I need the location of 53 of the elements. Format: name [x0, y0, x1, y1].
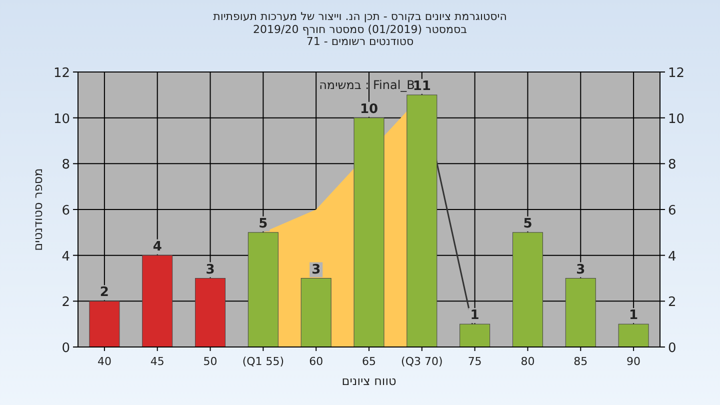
data-label: 3	[312, 262, 321, 278]
x-tick-label: 60	[309, 355, 324, 368]
x-axis-title: טווח ציונים	[342, 374, 396, 388]
text: סטודנטים רשומים - 71	[306, 35, 414, 48]
bar	[195, 278, 226, 348]
x-tick-label: 50	[203, 355, 218, 368]
data-label: 11	[412, 78, 431, 94]
y2-tick-label: 6	[668, 204, 676, 218]
y2-tick-label: 4	[668, 249, 676, 264]
data-label: 5	[258, 216, 268, 232]
bar	[354, 118, 384, 348]
data-label: 5	[523, 216, 532, 232]
bar	[89, 300, 120, 348]
bar	[565, 278, 596, 348]
y-tick-label: 4	[62, 249, 70, 264]
x-tick-label: 90	[626, 355, 641, 368]
data-label: 3	[576, 262, 586, 278]
data-label: 4	[152, 239, 162, 254]
chart-title: היסטוגרמת ציונים בקורס - תכן הנ. וייצור של מערכות תעופתיות	[213, 10, 507, 23]
bar	[300, 278, 332, 348]
bar	[142, 255, 173, 348]
x-tick-label: (Q3 70)	[401, 355, 443, 368]
y-tick-label: 0	[62, 341, 70, 356]
x-tick-label: (Q1 55)	[242, 355, 284, 368]
y-tick-label: 8	[62, 158, 70, 173]
data-label: 10	[360, 102, 378, 117]
bar	[460, 324, 490, 348]
y2-tick-label: 10	[668, 112, 685, 127]
y2-tick-label: 12	[668, 66, 685, 81]
y-tick-label: 6	[62, 204, 70, 218]
x-tick-label: 75	[468, 355, 482, 368]
x-tick-label: 65	[362, 355, 376, 368]
x-tick-label: 80	[520, 355, 535, 368]
x-tick-label: 45	[150, 355, 164, 368]
y-tick-label: 10	[53, 112, 70, 127]
bar	[512, 232, 543, 348]
text: בסמסטר (01/2019) סמסטר חורף 2019/20	[253, 23, 467, 36]
y-tick-label: 12	[53, 66, 70, 81]
y2-tick-label: 2	[668, 295, 676, 310]
data-label: 2	[100, 285, 109, 300]
data-label: 1	[629, 308, 638, 324]
y-axis-title: מספר סטודנטים	[31, 168, 45, 251]
y2-tick-label: 0	[668, 341, 676, 356]
bar	[406, 94, 438, 348]
y2-tick-label: 8	[668, 158, 676, 173]
x-tick-label: 40	[97, 355, 112, 368]
data-label: 1	[470, 308, 480, 324]
x-tick-label: 85	[574, 355, 588, 368]
data-label: 3	[206, 262, 215, 278]
bar	[248, 232, 278, 348]
annotation: במשימה : Final_B	[319, 78, 415, 92]
bar	[618, 324, 649, 348]
y-tick-label: 2	[62, 295, 70, 310]
